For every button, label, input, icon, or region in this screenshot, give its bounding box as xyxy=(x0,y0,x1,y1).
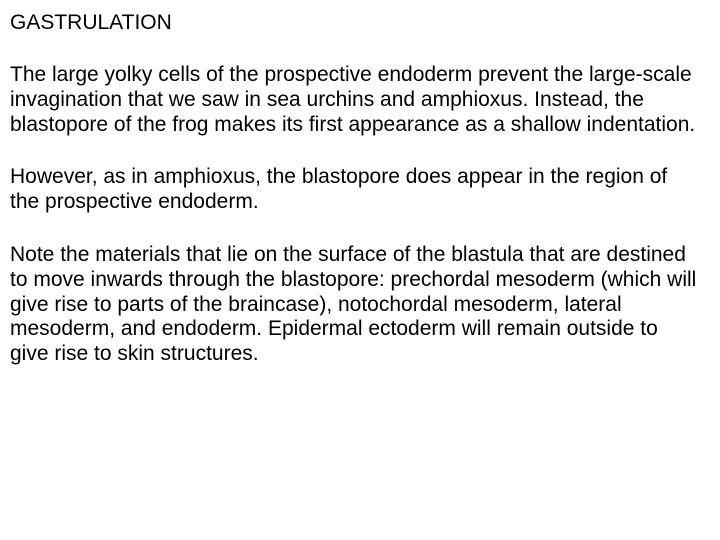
body-paragraph: Note the materials that lie on the surfa… xyxy=(10,243,702,367)
body-paragraph: The large yolky cells of the prospective… xyxy=(10,63,702,137)
slide-heading: GASTRULATION xyxy=(10,10,702,35)
body-paragraph: However, as in amphioxus, the blastopore… xyxy=(10,165,702,215)
slide-page: GASTRULATION The large yolky cells of th… xyxy=(0,0,720,540)
